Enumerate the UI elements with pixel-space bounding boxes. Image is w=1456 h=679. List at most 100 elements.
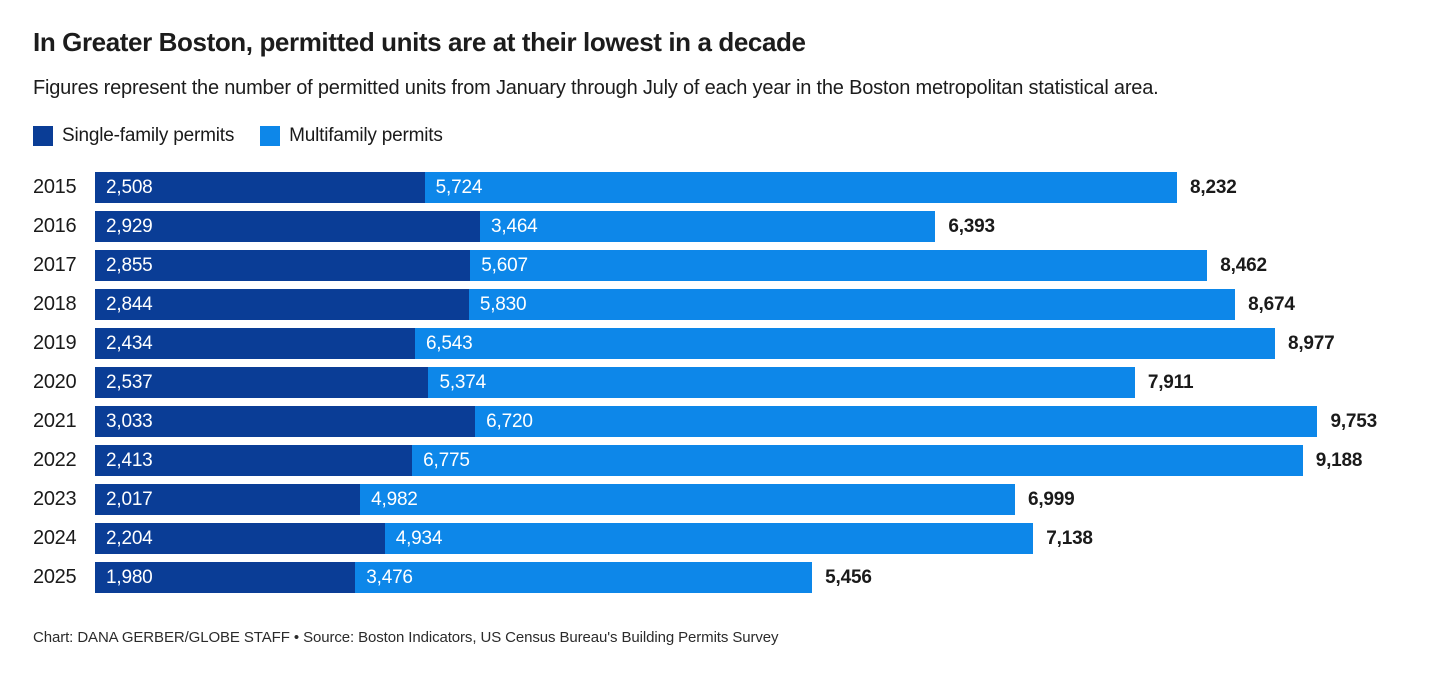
bar-value-label: 3,464 (491, 215, 538, 237)
total-label: 6,999 (1027, 488, 1075, 510)
bar-segment-single-family: 2,204 (95, 523, 385, 554)
chart-row: 2019 2,434 6,543 8,977 (33, 328, 1423, 359)
bar-track: 2,844 5,830 8,674 (95, 289, 1377, 320)
total-label: 9,753 (1330, 410, 1377, 432)
bar-track: 2,508 5,724 8,232 (95, 172, 1377, 203)
legend-label-multifamily: Multifamily permits (289, 125, 443, 146)
bar-value-label: 2,204 (106, 527, 153, 549)
bar-value-label: 6,775 (423, 449, 470, 471)
chart-row: 2022 2,413 6,775 9,188 (33, 445, 1423, 476)
year-label: 2020 (33, 371, 77, 393)
total-label: 9,188 (1315, 449, 1363, 471)
bar-value-label: 5,374 (439, 371, 487, 393)
bar-value-label: 2,537 (106, 371, 153, 393)
year-label: 2021 (33, 410, 77, 432)
chart-title: In Greater Boston, permitted units are a… (33, 27, 806, 57)
bar-track: 2,537 5,374 7,911 (95, 367, 1377, 398)
bar-segment-multifamily: 3,476 (355, 562, 813, 593)
bar-value-label: 2,929 (106, 215, 153, 237)
total-label: 5,456 (825, 566, 872, 588)
bar-segment-single-family: 2,844 (95, 289, 469, 320)
bar-track: 2,017 4,982 6,999 (95, 484, 1377, 515)
bar-segment-multifamily: 5,724 (424, 172, 1178, 203)
chart-row: 2024 2,204 4,934 7,138 (33, 523, 1423, 554)
bar-value-label: 6,720 (486, 410, 533, 432)
bar-segment-multifamily: 6,543 (414, 328, 1275, 359)
bar-segment-single-family: 2,508 (95, 172, 425, 203)
bar-value-label: 2,508 (106, 176, 153, 198)
year-label: 2025 (33, 566, 77, 588)
chart-row: 2018 2,844 5,830 8,674 (33, 289, 1423, 320)
bar-value-label: 5,724 (435, 176, 483, 198)
bar-segment-single-family: 3,033 (95, 406, 476, 437)
year-label: 2023 (33, 488, 77, 510)
bar-value-label: 3,476 (366, 566, 413, 588)
bar-value-label: 4,982 (371, 488, 418, 510)
year-label: 2016 (33, 215, 77, 237)
year-label: 2017 (33, 254, 77, 276)
chart-credit-source: Chart: DANA GERBER/GLOBE STAFF • Source:… (33, 629, 779, 646)
bar-value-label: 2,017 (106, 488, 153, 510)
chart-subtitle: Figures represent the number of permitte… (33, 77, 1159, 99)
stacked-bar-chart: 2015 2,508 5,724 8,232 2016 2,929 3,464 6,393 20… (33, 172, 1423, 593)
bar-track: 2,434 6,543 8,977 (95, 328, 1377, 359)
bar-segment-multifamily: 5,607 (470, 250, 1208, 281)
bar-segment-single-family: 2,855 (95, 250, 471, 281)
bar-segment-multifamily: 4,934 (384, 523, 1034, 554)
bar-segment-single-family: 2,017 (95, 484, 361, 515)
bar-value-label: 2,413 (106, 449, 153, 471)
bar-value-label: 4,934 (395, 527, 443, 549)
bar-value-label: 5,830 (479, 293, 527, 315)
chart-row: 2021 3,033 6,720 9,753 (33, 406, 1423, 437)
bar-track: 2,929 3,464 6,393 (95, 211, 1377, 242)
bar-value-label: 2,434 (106, 332, 153, 354)
bar-track: 2,204 4,934 7,138 (95, 523, 1377, 554)
bar-segment-multifamily: 5,830 (468, 289, 1236, 320)
chart-row: 2025 1,980 3,476 5,456 (33, 562, 1423, 593)
chart-row: 2016 2,929 3,464 6,393 (33, 211, 1423, 242)
chart-row: 2015 2,508 5,724 8,232 (33, 172, 1423, 203)
legend: Single-family permits Multifamily permit… (33, 125, 1423, 147)
bar-segment-multifamily: 6,720 (475, 406, 1318, 437)
bar-value-label: 6,543 (425, 332, 473, 354)
year-label: 2019 (33, 332, 77, 354)
chart-card: In Greater Boston, permitted units are a… (33, 27, 1423, 646)
bar-value-label: 5,607 (481, 254, 528, 276)
multifamily-swatch-icon (260, 126, 281, 146)
year-label: 2022 (33, 449, 77, 471)
total-label: 7,138 (1046, 527, 1093, 549)
bar-segment-multifamily: 4,982 (360, 484, 1015, 515)
total-label: 6,393 (948, 215, 995, 237)
total-label: 8,462 (1220, 254, 1267, 276)
bar-segment-multifamily: 3,464 (480, 211, 936, 242)
bar-value-label: 2,855 (106, 254, 153, 276)
bar-segment-single-family: 2,434 (95, 328, 415, 359)
total-label: 7,911 (1147, 371, 1194, 393)
single-family-swatch-icon (33, 126, 53, 146)
bar-track: 2,413 6,775 9,188 (95, 445, 1377, 476)
legend-item-single-family: Single-family permits (33, 125, 234, 147)
bar-value-label: 1,980 (106, 566, 153, 588)
chart-row: 2023 2,017 4,982 6,999 (33, 484, 1423, 515)
bar-value-label: 2,844 (106, 293, 153, 315)
chart-row: 2017 2,855 5,607 8,462 (33, 250, 1423, 281)
bar-segment-single-family: 1,980 (95, 562, 356, 593)
bar-track: 2,855 5,607 8,462 (95, 250, 1377, 281)
year-label: 2018 (33, 293, 77, 315)
bar-track: 3,033 6,720 9,753 (95, 406, 1377, 437)
bar-value-label: 3,033 (106, 410, 153, 432)
total-label: 8,977 (1287, 332, 1335, 354)
total-label: 8,232 (1190, 176, 1237, 198)
bar-segment-single-family: 2,413 (95, 445, 413, 476)
bar-track: 1,980 3,476 5,456 (95, 562, 1377, 593)
total-label: 8,674 (1248, 293, 1295, 315)
bar-segment-multifamily: 5,374 (428, 367, 1135, 398)
chart-row: 2020 2,537 5,374 7,911 (33, 367, 1423, 398)
year-label: 2024 (33, 527, 77, 549)
legend-item-multifamily: Multifamily permits (260, 125, 443, 147)
bar-segment-single-family: 2,929 (95, 211, 480, 242)
bar-segment-single-family: 2,537 (95, 367, 429, 398)
legend-label-single-family: Single-family permits (62, 125, 235, 146)
year-label: 2015 (33, 176, 77, 198)
bar-segment-multifamily: 6,775 (412, 445, 1303, 476)
